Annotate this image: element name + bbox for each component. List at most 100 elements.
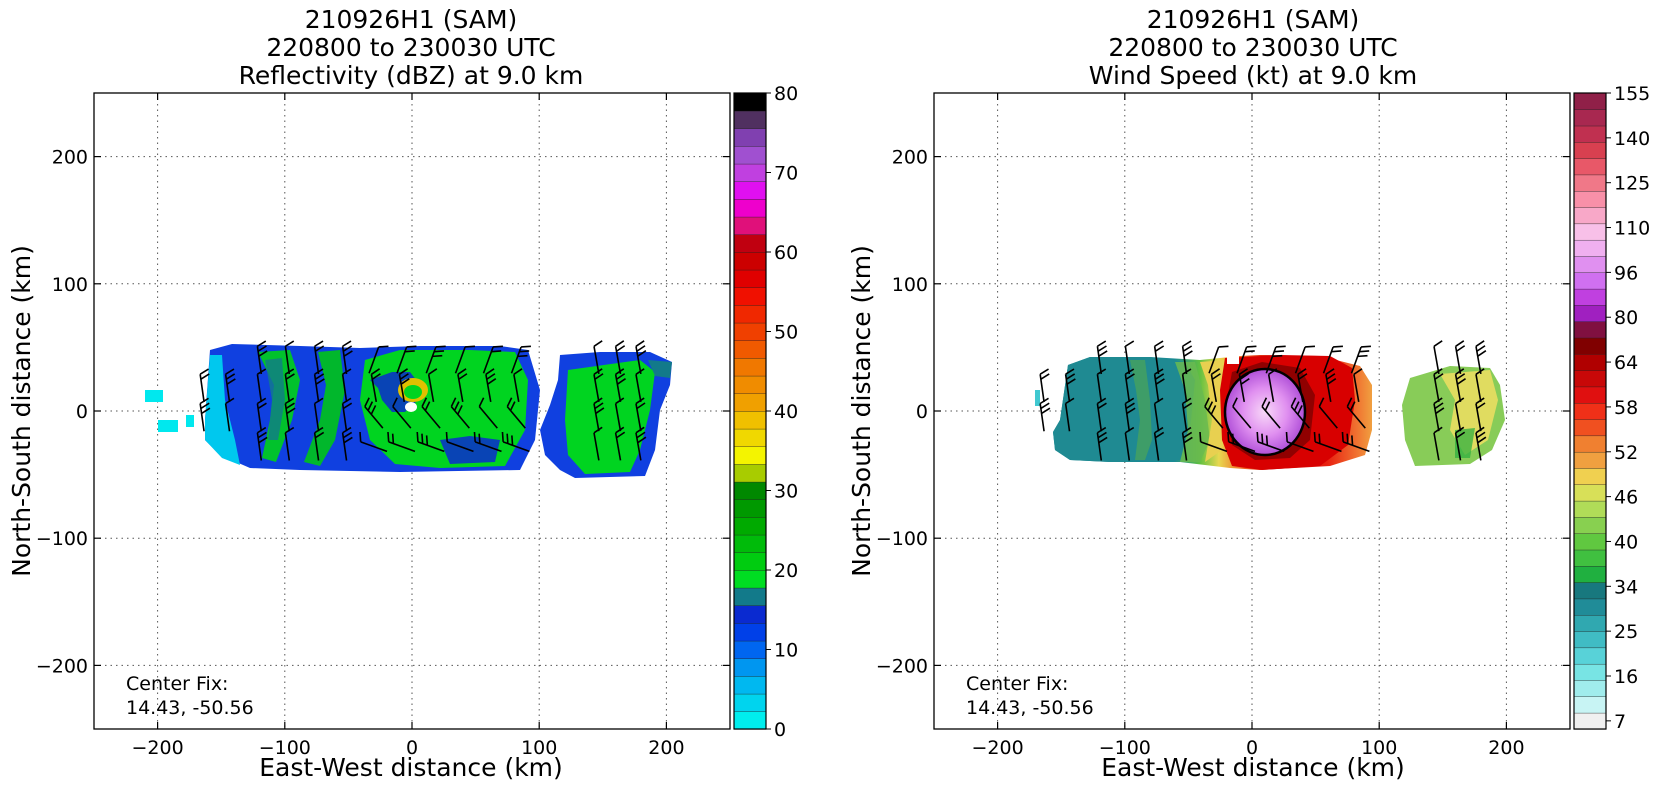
windspeed-eye-gap	[1227, 350, 1239, 364]
windspeed-colorbar-label-0: 7	[1614, 711, 1626, 733]
reflectivity-wind-barb	[368, 345, 389, 374]
reflectivity-colorbar-segment-31	[733, 163, 767, 182]
windspeed-wind-barb	[1433, 426, 1443, 461]
windspeed-wind-barb	[1454, 426, 1466, 461]
windspeed-colorbar-label-9: 80	[1614, 307, 1638, 329]
reflectivity-eye	[405, 402, 417, 412]
windspeed-colorbar-label-1: 16	[1614, 666, 1638, 688]
reflectivity-colorbar-segment-26	[733, 251, 767, 271]
windspeed-wind-barb	[1181, 368, 1192, 403]
windspeed-colorbar: 7 16 25 34 40 46 52 58 64 80 96 110 125 140 155	[1573, 83, 1650, 733]
reflectivity-wind-barb	[396, 345, 417, 374]
reflectivity-wind-barb	[513, 368, 523, 403]
windspeed-wind-barb	[1153, 397, 1164, 432]
windspeed-wind-barb	[1181, 397, 1193, 432]
reflectivity-wind-barb	[256, 426, 268, 461]
windspeed-colorbar-segment-6	[1573, 614, 1607, 632]
windspeed-colorbar-label-7: 58	[1614, 397, 1638, 419]
windspeed-colorbar-segment-11	[1573, 533, 1607, 551]
windspeed-colorbar-frame	[1573, 92, 1607, 730]
reflectivity-wind-barb	[341, 397, 353, 432]
windspeed-wind-barb	[1267, 368, 1278, 403]
windspeed-gridlines	[934, 93, 1570, 729]
reflectivity-wind-barb	[398, 368, 410, 403]
reflectivity-colorbar-segment-29	[733, 198, 767, 218]
windspeed-wind-barb	[1318, 397, 1338, 429]
reflectivity-wind-barb	[341, 426, 353, 461]
windspeed-colorbar-segment-16	[1573, 451, 1607, 469]
windspeed-colorbar-label-6: 52	[1614, 442, 1638, 464]
reflectivity-colorbar-label-8: 80	[774, 83, 798, 105]
windspeed-wind-barb	[1153, 368, 1165, 403]
windspeed-colorbar-segment-25	[1573, 304, 1607, 322]
windspeed-wind-barb	[1454, 368, 1466, 403]
reflectivity-wind-barb	[485, 368, 497, 403]
reflectivity-colorbar-label-5: 50	[774, 322, 798, 344]
reflectivity-title-line-3: Reflectivity (dBZ) at 9.0 km	[239, 61, 584, 90]
windspeed-wind-barb	[1353, 368, 1363, 403]
windspeed-cell-1	[1035, 390, 1040, 406]
windspeed-wind-barb	[1210, 368, 1221, 403]
windspeed-wind-barb	[1325, 368, 1337, 403]
reflectivity-colorbar-segment-28	[733, 216, 767, 235]
reflectivity-wind-barb	[593, 340, 603, 375]
reflectivity-wind-barb	[614, 426, 626, 461]
windspeed-wind-barb	[1475, 426, 1487, 461]
windspeed-wind-barb	[1475, 340, 1487, 375]
reflectivity-panel: 210926H1 (SAM) 220800 to 230030 UTC Refl…	[7, 5, 798, 782]
reflectivity-title-line-1: 210926H1 (SAM)	[305, 5, 518, 34]
reflectivity-wind-barb	[445, 431, 474, 453]
reflectivity-colorbar-segment-5	[733, 622, 767, 642]
reflectivity-xtick-label-0: −200	[132, 737, 184, 759]
reflectivity-green-arc-2	[304, 350, 345, 466]
windspeed-colorbar-segment-13	[1573, 500, 1607, 518]
windspeed-colorbar-segment-2	[1573, 679, 1607, 697]
windspeed-colorbar-label-12: 125	[1614, 173, 1650, 195]
windspeed-colorbar-segment-19	[1573, 402, 1607, 420]
windspeed-wind-barb	[1294, 345, 1316, 374]
reflectivity-wind-barb	[593, 397, 605, 432]
reflectivity-east-teal	[648, 360, 672, 378]
reflectivity-colorbar-label-6: 60	[774, 242, 798, 264]
reflectivity-ytick-label-1: −100	[36, 528, 88, 550]
reflectivity-colorbar-label-2: 20	[774, 560, 798, 582]
windspeed-colorbar-segment-36	[1573, 125, 1607, 143]
windspeed-wind-barb	[1236, 345, 1257, 374]
reflectivity-wind-barb	[199, 368, 210, 403]
reflectivity-colorbar-segment-16	[733, 428, 767, 447]
reflectivity-ytick-label-3: 100	[52, 274, 88, 296]
reflectivity-wind-barbs	[199, 340, 647, 461]
reflectivity-colorbar-label-0: 0	[774, 719, 786, 741]
reflectivity-wind-barb	[341, 368, 352, 403]
reflectivity-wind-barb	[416, 431, 445, 453]
reflectivity-y-axis-label: North-South distance (km)	[7, 245, 36, 577]
windspeed-colorbar-segment-38	[1573, 92, 1607, 110]
reflectivity-wind-barb	[313, 340, 325, 375]
reflectivity-cell-1	[145, 390, 163, 402]
windspeed-colorbar-segment-17	[1573, 435, 1607, 453]
windspeed-colorbar-segment-22	[1573, 353, 1607, 371]
reflectivity-title-line-2: 220800 to 230030 UTC	[266, 33, 555, 62]
reflectivity-colorbar-segment-1	[733, 693, 767, 712]
windspeed-wind-barb	[1124, 426, 1135, 461]
reflectivity-wind-barb	[421, 397, 441, 429]
reflectivity-wind-barb	[454, 345, 476, 374]
windspeed-colorbar-label-14: 155	[1614, 83, 1650, 105]
reflectivity-ytick-label-0: −200	[36, 655, 88, 677]
reflectivity-wind-barb	[635, 368, 645, 403]
windspeed-colorbar-label-8: 64	[1614, 352, 1638, 374]
reflectivity-colorbar-segment-14	[733, 463, 767, 483]
reflectivity-colorbar-segment-3	[733, 658, 767, 677]
windspeed-colorbar-segment-21	[1573, 370, 1607, 388]
windspeed-xtick-label-0: −200	[972, 737, 1024, 759]
windspeed-wind-barb	[1290, 397, 1310, 429]
reflectivity-wind-barb	[635, 340, 647, 375]
windspeed-wind-barb	[1285, 431, 1314, 453]
reflectivity-wind-barb	[614, 397, 625, 432]
windspeed-colorbar-segment-34	[1573, 158, 1607, 176]
windspeed-green-streak-1	[1130, 360, 1152, 460]
windspeed-wind-barb	[1124, 368, 1135, 403]
windspeed-wind-barb	[1153, 340, 1165, 375]
windspeed-colorbar-segment-14	[1573, 484, 1607, 502]
reflectivity-wind-barb	[224, 397, 235, 432]
